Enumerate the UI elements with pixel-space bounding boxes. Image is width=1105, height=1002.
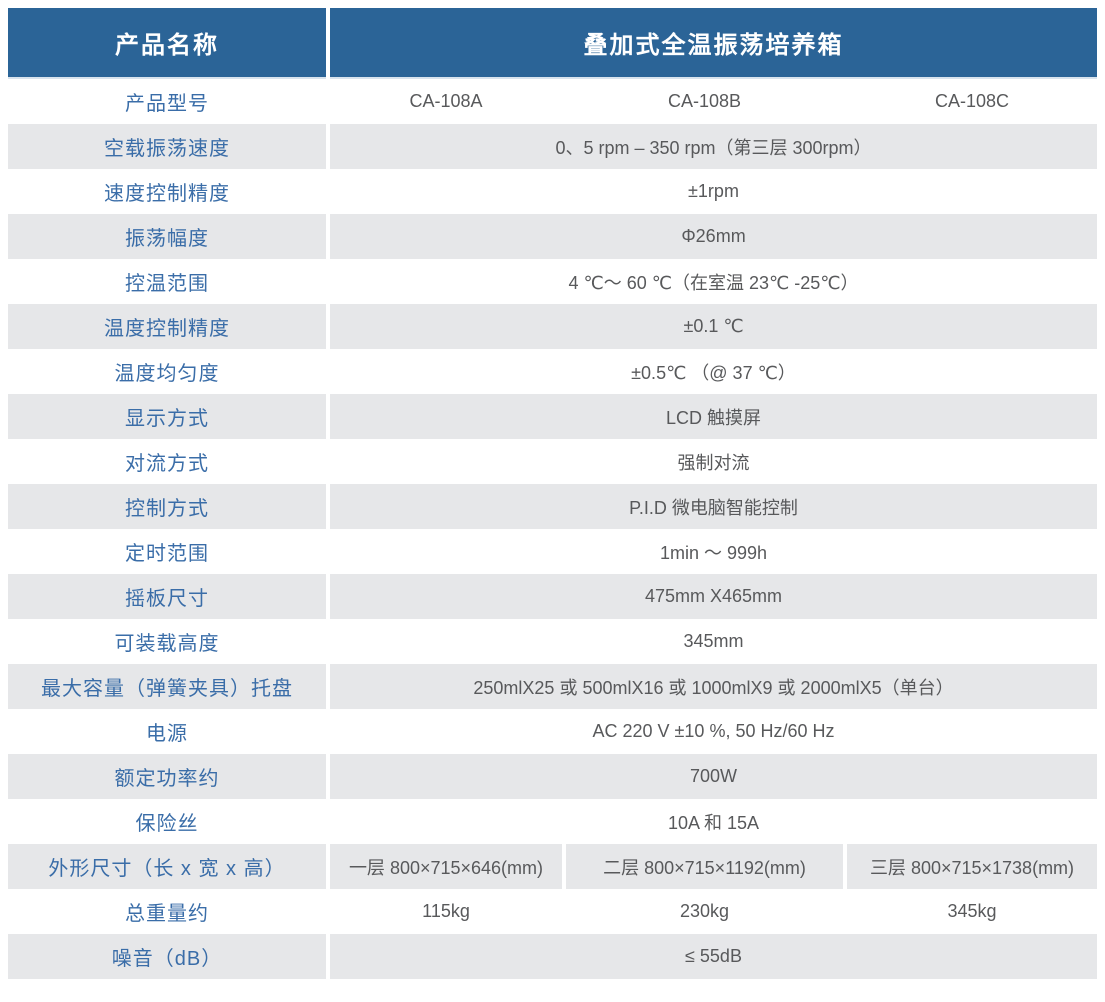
spec-value: P.I.D 微电脑智能控制 [330,484,1097,529]
spec-row-shaking-speed: 空载振荡速度 0、5 rpm – 350 rpm（第三层 300rpm） [8,124,1097,169]
spec-value: 0、5 rpm – 350 rpm（第三层 300rpm） [330,124,1097,169]
spec-value: Φ26mm [330,214,1097,259]
spec-value: 345mm [330,619,1097,664]
spec-label: 总重量约 [8,889,326,934]
spec-row-rated-power: 额定功率约 700W [8,754,1097,799]
spec-row-total-weight: 总重量约 115kg 230kg 345kg [8,889,1097,934]
spec-row-power-supply: 电源 AC 220 V ±10 %, 50 Hz/60 Hz [8,709,1097,754]
spec-label: 显示方式 [8,394,326,439]
spec-value: 1min ～ 999h [330,529,1097,574]
header-product-name-cell: 产品名称 [8,8,326,79]
spec-value-col2: 230kg [566,889,843,934]
spec-label: 产品型号 [8,79,326,124]
spec-label: 电源 [8,709,326,754]
spec-row-model: 产品型号 CA-108A CA-108B CA-108C [8,79,1097,124]
spec-value-col3: CA-108C [847,79,1097,124]
spec-label: 振荡幅度 [8,214,326,259]
spec-label: 保险丝 [8,799,326,844]
spec-value-col1: 115kg [330,889,562,934]
spec-row-temp-range: 控温范围 4 ℃～ 60 ℃（在室温 23℃ -25℃） [8,259,1097,304]
spec-value: ≤ 55dB [330,934,1097,979]
spec-row-display-type: 显示方式 LCD 触摸屏 [8,394,1097,439]
spec-label: 速度控制精度 [8,169,326,214]
spec-label: 定时范围 [8,529,326,574]
product-spec-table: 产品名称 叠加式全温振荡培养箱 产品型号 CA-108A CA-108B CA-… [8,8,1097,979]
spec-label: 温度控制精度 [8,304,326,349]
spec-row-control-type: 控制方式 P.I.D 微电脑智能控制 [8,484,1097,529]
spec-value: AC 220 V ±10 %, 50 Hz/60 Hz [330,709,1097,754]
spec-row-platform-size: 摇板尺寸 475mm X465mm [8,574,1097,619]
spec-label: 温度均匀度 [8,349,326,394]
spec-label: 可装载高度 [8,619,326,664]
spec-label: 对流方式 [8,439,326,484]
spec-label: 空载振荡速度 [8,124,326,169]
spec-row-speed-accuracy: 速度控制精度 ±1rpm [8,169,1097,214]
spec-row-timer-range: 定时范围 1min ～ 999h [8,529,1097,574]
spec-value: ±1rpm [330,169,1097,214]
spec-label: 控温范围 [8,259,326,304]
table-header-row: 产品名称 叠加式全温振荡培养箱 [8,8,1097,79]
spec-value-col3: 三层 800×715×1738(mm) [847,844,1097,889]
spec-row-convection-type: 对流方式 强制对流 [8,439,1097,484]
spec-row-temp-accuracy: 温度控制精度 ±0.1 ℃ [8,304,1097,349]
spec-value-col3: 345kg [847,889,1097,934]
spec-label: 控制方式 [8,484,326,529]
spec-value-col1: CA-108A [330,79,562,124]
spec-value-col1: 一层 800×715×646(mm) [330,844,562,889]
spec-value: 250mlX25 或 500mlX16 或 1000mlX9 或 2000mlX… [330,664,1097,709]
spec-value: 475mm X465mm [330,574,1097,619]
spec-row-temp-uniformity: 温度均匀度 ±0.5℃ （@ 37 ℃） [8,349,1097,394]
spec-value-col2: CA-108B [566,79,843,124]
spec-value: 10A 和 15A [330,799,1097,844]
spec-row-max-capacity: 最大容量（弹簧夹具）托盘 250mlX25 或 500mlX16 或 1000m… [8,664,1097,709]
spec-value: 4 ℃～ 60 ℃（在室温 23℃ -25℃） [330,259,1097,304]
spec-value: ±0.5℃ （@ 37 ℃） [330,349,1097,394]
spec-row-noise: 噪音（dB） ≤ 55dB [8,934,1097,979]
spec-value: 700W [330,754,1097,799]
header-product-title-cell: 叠加式全温振荡培养箱 [330,8,1097,79]
spec-row-shaking-amplitude: 振荡幅度 Φ26mm [8,214,1097,259]
spec-value-col2: 二层 800×715×1192(mm) [566,844,843,889]
spec-value: LCD 触摸屏 [330,394,1097,439]
spec-label: 噪音（dB） [8,934,326,979]
spec-label: 额定功率约 [8,754,326,799]
spec-label: 外形尺寸（长 x 宽 x 高） [8,844,326,889]
spec-value: 强制对流 [330,439,1097,484]
spec-row-loading-height: 可装载高度 345mm [8,619,1097,664]
spec-label: 摇板尺寸 [8,574,326,619]
spec-row-outer-dimensions: 外形尺寸（长 x 宽 x 高） 一层 800×715×646(mm) 二层 80… [8,844,1097,889]
spec-label: 最大容量（弹簧夹具）托盘 [8,664,326,709]
spec-value: ±0.1 ℃ [330,304,1097,349]
spec-row-fuse: 保险丝 10A 和 15A [8,799,1097,844]
